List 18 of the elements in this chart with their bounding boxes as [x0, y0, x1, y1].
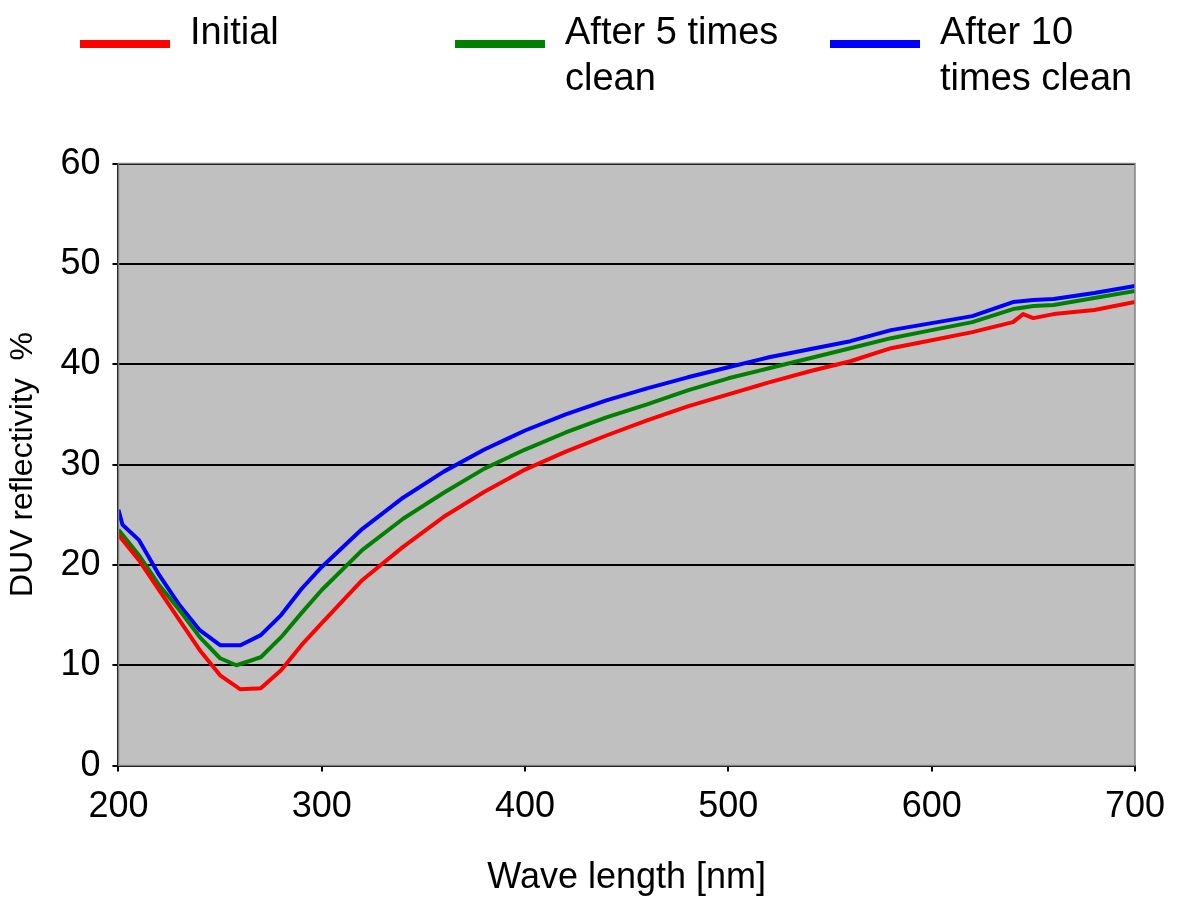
- x-tick-label: 400: [495, 784, 556, 826]
- y-axis-title: DUV reflectivity %: [3, 332, 40, 598]
- x-tick-label: 700: [1104, 784, 1166, 826]
- legend-label: After 5 times clean: [565, 9, 780, 100]
- y-tick-label: 50: [60, 240, 101, 282]
- y-tick-label: 20: [60, 541, 101, 583]
- y-tick-label: 30: [60, 441, 101, 483]
- x-tick-label: 500: [698, 784, 759, 826]
- x-tick-label: 200: [88, 784, 149, 826]
- legend-label: Initial: [190, 9, 280, 54]
- y-tick-label: 40: [60, 341, 101, 383]
- legend-label: After 10 times clean: [940, 9, 1134, 100]
- y-tick-label: 10: [60, 642, 101, 684]
- y-tick-label: 60: [60, 140, 101, 182]
- x-tick-label: 600: [901, 784, 962, 826]
- x-tick-label: 300: [291, 784, 352, 826]
- y-tick-label: 0: [80, 742, 101, 784]
- x-axis-title: Wave length [nm]: [487, 855, 767, 897]
